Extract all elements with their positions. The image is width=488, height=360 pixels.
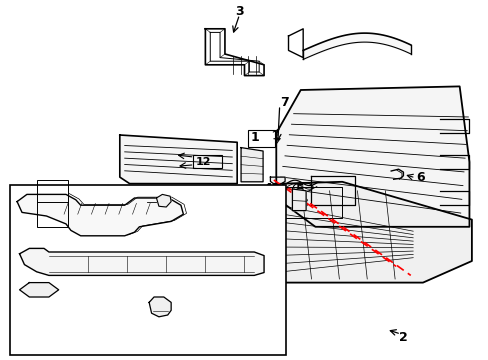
Text: 9: 9 [26,196,35,209]
Text: 12: 12 [195,157,211,167]
Text: 8: 8 [299,197,307,210]
Bar [248,130,275,147]
Polygon shape [17,194,183,236]
Text: 1: 1 [250,131,259,144]
Text: 7: 7 [279,96,288,109]
Text: 2: 2 [398,331,407,344]
Polygon shape [20,248,264,275]
Text: 5: 5 [295,183,304,196]
Polygon shape [270,177,285,184]
Text: 4: 4 [263,182,271,195]
Polygon shape [149,297,171,317]
Text: 3: 3 [235,5,244,18]
Bar [37,180,68,227]
Text: 11: 11 [182,304,198,317]
Text: 6: 6 [416,171,425,184]
Bar [193,155,221,168]
Polygon shape [120,135,237,184]
Bar [10,185,285,355]
Polygon shape [276,86,468,227]
Polygon shape [20,283,59,297]
Polygon shape [292,189,305,211]
Polygon shape [241,148,263,182]
Polygon shape [156,194,171,207]
Polygon shape [254,182,471,283]
Text: 10: 10 [163,202,179,215]
